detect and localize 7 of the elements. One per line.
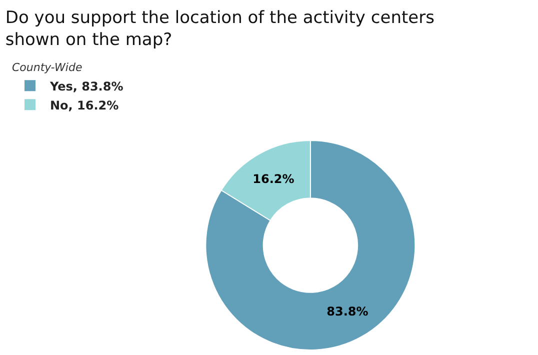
data-label: 83.8% — [326, 304, 368, 319]
legend-label: Yes, 83.8% — [49, 79, 124, 94]
legend-title: County-Wide — [12, 61, 82, 74]
donut-slice — [205, 140, 416, 350]
legend-label: No, 16.2% — [50, 98, 119, 112]
chart-title: Do you support the location of the activity centers shown on the map? — [5, 8, 435, 50]
data-label: 16.2% — [252, 172, 294, 186]
